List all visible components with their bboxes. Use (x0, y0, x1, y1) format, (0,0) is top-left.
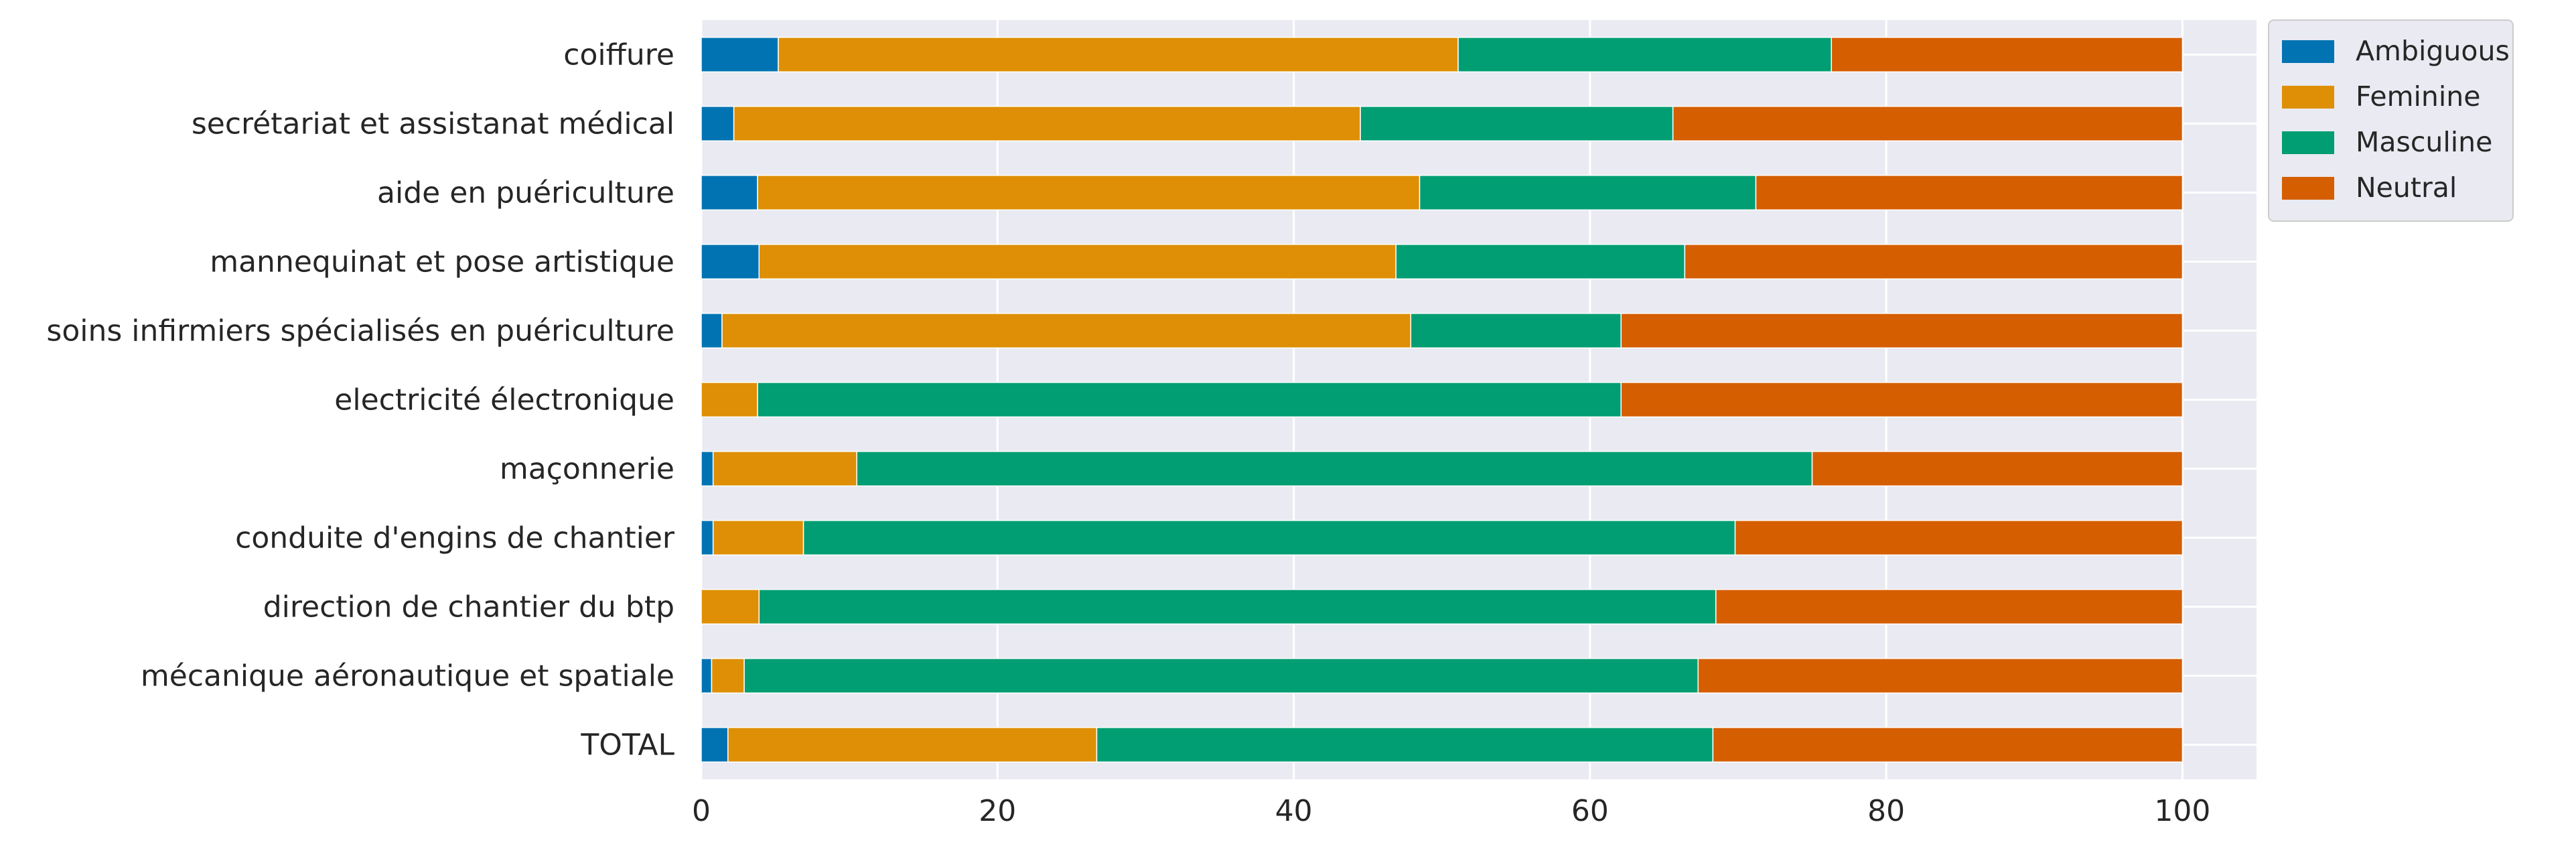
category-label: direction de chantier du btp (263, 590, 674, 624)
bar-segment-feminine (701, 382, 758, 417)
bar-segment-ambiguous (701, 106, 735, 141)
bar-segment-feminine (778, 37, 1459, 72)
legend-swatch-masculine (2282, 131, 2334, 154)
bar-segment-feminine (721, 313, 1412, 348)
x-tick-label: 40 (1275, 794, 1313, 828)
bar-segment-feminine (727, 727, 1098, 763)
legend: Ambiguous Feminine Masculine Neutral (2268, 19, 2514, 222)
bar-segment-masculine (1096, 727, 1714, 763)
bar-segment-neutral (1755, 175, 2184, 210)
category-label: soins infirmiers spécialisés en puéricul… (46, 314, 674, 348)
category-label: conduite d'engins de chantier (235, 521, 675, 555)
bar-segment-masculine (743, 658, 1699, 693)
bar-segment-ambiguous (701, 727, 729, 763)
bar-segment-feminine (712, 451, 857, 486)
bar-segment-neutral (1831, 37, 2184, 72)
bar-segment-feminine (733, 106, 1361, 141)
legend-label-neutral: Neutral (2356, 172, 2457, 204)
category-label: aide en puériculture (377, 176, 674, 210)
category-label: mannequinat et pose artistique (210, 245, 674, 279)
bar-segment-neutral (1697, 658, 2184, 693)
category-label: coiffure (563, 38, 674, 72)
bar-segment-masculine (1395, 244, 1686, 279)
bar-segment-neutral (1712, 727, 2184, 763)
bar-segment-ambiguous (701, 520, 714, 555)
bars-layer (701, 37, 2184, 763)
bar-segment-masculine (1360, 106, 1674, 141)
bar-segment-ambiguous (701, 313, 723, 348)
bar-segment-masculine (802, 520, 1736, 555)
x-tick-label: 0 (692, 794, 711, 828)
bar-segment-masculine (757, 382, 1622, 417)
bar-segment-masculine (856, 451, 1813, 486)
x-tick-label: 100 (2154, 794, 2210, 828)
bar-segment-masculine (1410, 313, 1622, 348)
bar-segment-neutral (1811, 451, 2184, 486)
bar-segment-feminine (701, 589, 760, 624)
legend-swatch-ambiguous (2282, 40, 2334, 63)
bar-segment-neutral (1734, 520, 2184, 555)
x-tick-labels: 0 20 40 60 80 100 (692, 794, 2210, 828)
bar-segment-feminine (758, 244, 1397, 279)
bar-segment-ambiguous (701, 175, 758, 210)
bar-segment-feminine (712, 520, 804, 555)
x-tick-label: 20 (979, 794, 1016, 828)
bar-segment-ambiguous (701, 451, 714, 486)
category-label: secrétariat et assistanat médical (192, 107, 674, 141)
legend-label-masculine: Masculine (2356, 126, 2492, 158)
bar-segment-ambiguous (701, 37, 779, 72)
bar-segment-neutral (1672, 106, 2184, 141)
legend-label-ambiguous: Ambiguous (2356, 35, 2510, 67)
legend-swatch-neutral (2282, 177, 2334, 200)
legend-box (2268, 19, 2514, 222)
bar-segment-neutral (1684, 244, 2184, 279)
category-label: maçonnerie (500, 452, 674, 486)
bar-segment-neutral (1715, 589, 2184, 624)
bar-segment-feminine (711, 658, 745, 693)
category-label: TOTAL (580, 728, 674, 763)
bar-segment-masculine (1419, 175, 1757, 210)
category-label: mécanique aéronautique et spatiale (141, 659, 674, 693)
x-tick-label: 60 (1571, 794, 1609, 828)
bar-segment-ambiguous (701, 658, 713, 693)
bar-segment-neutral (1620, 313, 2184, 348)
category-label: electricité électronique (334, 383, 674, 417)
bar-segment-masculine (1457, 37, 1833, 72)
bar-segment-feminine (757, 175, 1421, 210)
legend-swatch-feminine (2282, 86, 2334, 109)
bar-segment-neutral (1620, 382, 2184, 417)
legend-label-feminine: Feminine (2356, 80, 2480, 113)
category-labels: coiffure secrétariat et assistanat médica… (46, 38, 675, 763)
bar-segment-ambiguous (701, 244, 760, 279)
x-tick-label: 80 (1867, 794, 1905, 828)
bar-segment-masculine (758, 589, 1717, 624)
